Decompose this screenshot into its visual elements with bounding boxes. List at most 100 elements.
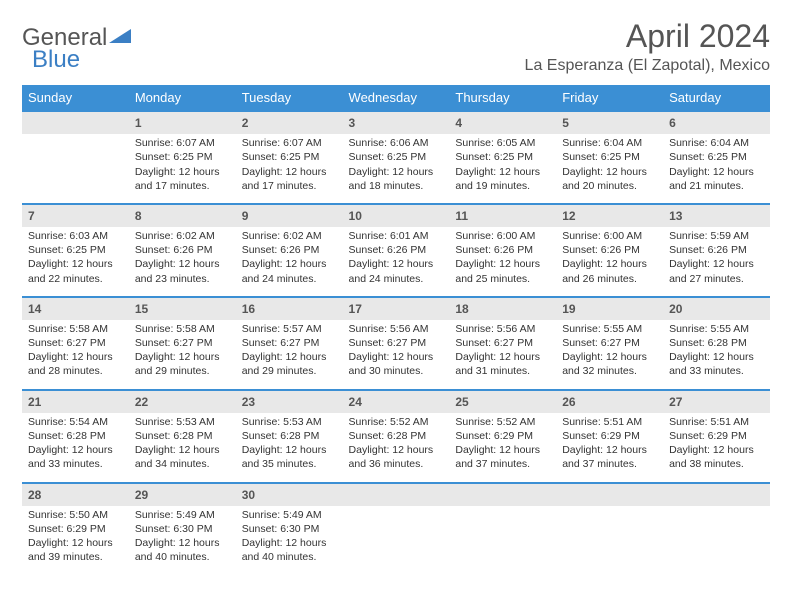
detail-line: Sunrise: 6:00 AM (455, 229, 550, 243)
detail-line: Daylight: 12 hours (349, 443, 444, 457)
day-detail-cell: Sunrise: 6:02 AMSunset: 6:26 PMDaylight:… (236, 227, 343, 297)
detail-line: and 37 minutes. (455, 457, 550, 471)
day-number-cell: 3 (343, 111, 450, 134)
detail-line: Daylight: 12 hours (562, 443, 657, 457)
detail-line: and 30 minutes. (349, 364, 444, 378)
day-number-cell: 10 (343, 204, 450, 227)
day-detail-cell: Sunrise: 6:02 AMSunset: 6:26 PMDaylight:… (129, 227, 236, 297)
day-number-cell: 20 (663, 297, 770, 320)
day-number-row: 123456 (22, 111, 770, 134)
day-of-week-header: Wednesday (343, 85, 450, 111)
day-number-cell: 19 (556, 297, 663, 320)
day-detail-cell (343, 506, 450, 575)
detail-line: and 35 minutes. (242, 457, 337, 471)
detail-line: and 34 minutes. (135, 457, 230, 471)
detail-line: Sunset: 6:30 PM (242, 522, 337, 536)
detail-line: Daylight: 12 hours (669, 165, 764, 179)
detail-line: Daylight: 12 hours (28, 443, 123, 457)
day-detail-row: Sunrise: 5:50 AMSunset: 6:29 PMDaylight:… (22, 506, 770, 575)
detail-line: Sunrise: 5:51 AM (562, 415, 657, 429)
day-detail-cell: Sunrise: 5:49 AMSunset: 6:30 PMDaylight:… (129, 506, 236, 575)
detail-line: Sunset: 6:29 PM (28, 522, 123, 536)
detail-line: Sunrise: 6:07 AM (242, 136, 337, 150)
detail-line: Daylight: 12 hours (28, 536, 123, 550)
detail-line: Daylight: 12 hours (349, 165, 444, 179)
detail-line: Sunset: 6:25 PM (455, 150, 550, 164)
day-number-cell: 5 (556, 111, 663, 134)
detail-line: Sunrise: 5:52 AM (349, 415, 444, 429)
detail-line: Daylight: 12 hours (135, 350, 230, 364)
day-detail-cell: Sunrise: 6:03 AMSunset: 6:25 PMDaylight:… (22, 227, 129, 297)
day-detail-cell: Sunrise: 5:55 AMSunset: 6:27 PMDaylight:… (556, 320, 663, 390)
detail-line: Sunset: 6:28 PM (242, 429, 337, 443)
day-number-cell: 1 (129, 111, 236, 134)
detail-line: Daylight: 12 hours (135, 165, 230, 179)
day-number-cell: 24 (343, 390, 450, 413)
detail-line: and 40 minutes. (135, 550, 230, 564)
day-number-cell: 22 (129, 390, 236, 413)
day-number-cell: 13 (663, 204, 770, 227)
day-detail-cell: Sunrise: 6:06 AMSunset: 6:25 PMDaylight:… (343, 134, 450, 204)
detail-line: Sunrise: 5:55 AM (562, 322, 657, 336)
detail-line: Sunrise: 5:53 AM (135, 415, 230, 429)
detail-line: Sunset: 6:25 PM (242, 150, 337, 164)
day-detail-row: Sunrise: 5:58 AMSunset: 6:27 PMDaylight:… (22, 320, 770, 390)
location-text: La Esperanza (El Zapotal), Mexico (525, 57, 770, 75)
detail-line: Daylight: 12 hours (455, 165, 550, 179)
detail-line: Sunset: 6:25 PM (135, 150, 230, 164)
day-number-cell: 26 (556, 390, 663, 413)
detail-line: and 20 minutes. (562, 179, 657, 193)
detail-line: Sunrise: 5:54 AM (28, 415, 123, 429)
detail-line: and 21 minutes. (669, 179, 764, 193)
detail-line: Sunrise: 5:56 AM (349, 322, 444, 336)
detail-line: Sunrise: 5:51 AM (669, 415, 764, 429)
detail-line: Sunrise: 6:04 AM (562, 136, 657, 150)
day-number-cell: 7 (22, 204, 129, 227)
day-number-cell: 28 (22, 483, 129, 506)
day-detail-row: Sunrise: 5:54 AMSunset: 6:28 PMDaylight:… (22, 413, 770, 483)
detail-line: Sunset: 6:25 PM (669, 150, 764, 164)
day-detail-cell: Sunrise: 6:07 AMSunset: 6:25 PMDaylight:… (236, 134, 343, 204)
detail-line: Sunrise: 5:56 AM (455, 322, 550, 336)
title-block: April 2024 La Esperanza (El Zapotal), Me… (525, 18, 770, 75)
detail-line: Sunset: 6:27 PM (28, 336, 123, 350)
day-number-row: 78910111213 (22, 204, 770, 227)
day-number-cell: 17 (343, 297, 450, 320)
detail-line: Sunrise: 5:55 AM (669, 322, 764, 336)
day-number-cell: 6 (663, 111, 770, 134)
day-of-week-header: Friday (556, 85, 663, 111)
logo-triangle-icon (109, 27, 131, 50)
day-detail-cell: Sunrise: 6:00 AMSunset: 6:26 PMDaylight:… (556, 227, 663, 297)
day-number-cell (343, 483, 450, 506)
day-number-cell: 27 (663, 390, 770, 413)
day-of-week-header: Tuesday (236, 85, 343, 111)
detail-line: and 37 minutes. (562, 457, 657, 471)
detail-line: and 39 minutes. (28, 550, 123, 564)
day-number-cell: 16 (236, 297, 343, 320)
day-detail-cell: Sunrise: 5:52 AMSunset: 6:28 PMDaylight:… (343, 413, 450, 483)
day-of-week-header: Thursday (449, 85, 556, 111)
day-detail-cell: Sunrise: 6:07 AMSunset: 6:25 PMDaylight:… (129, 134, 236, 204)
detail-line: Sunset: 6:27 PM (349, 336, 444, 350)
day-detail-cell: Sunrise: 5:51 AMSunset: 6:29 PMDaylight:… (663, 413, 770, 483)
detail-line: Sunset: 6:26 PM (242, 243, 337, 257)
day-number-cell (663, 483, 770, 506)
detail-line: and 25 minutes. (455, 272, 550, 286)
detail-line: Sunset: 6:30 PM (135, 522, 230, 536)
day-detail-cell (663, 506, 770, 575)
detail-line: Daylight: 12 hours (242, 443, 337, 457)
day-detail-cell (556, 506, 663, 575)
detail-line: Sunrise: 5:59 AM (669, 229, 764, 243)
day-number-cell: 9 (236, 204, 343, 227)
detail-line: Sunset: 6:27 PM (242, 336, 337, 350)
detail-line: and 18 minutes. (349, 179, 444, 193)
day-of-week-header: Saturday (663, 85, 770, 111)
day-number-cell: 18 (449, 297, 556, 320)
detail-line: Sunrise: 5:50 AM (28, 508, 123, 522)
calendar-table: SundayMondayTuesdayWednesdayThursdayFrid… (22, 85, 770, 574)
detail-line: Sunset: 6:27 PM (135, 336, 230, 350)
detail-line: Daylight: 12 hours (28, 257, 123, 271)
day-number-row: 21222324252627 (22, 390, 770, 413)
detail-line: Sunrise: 5:53 AM (242, 415, 337, 429)
day-number-cell: 25 (449, 390, 556, 413)
